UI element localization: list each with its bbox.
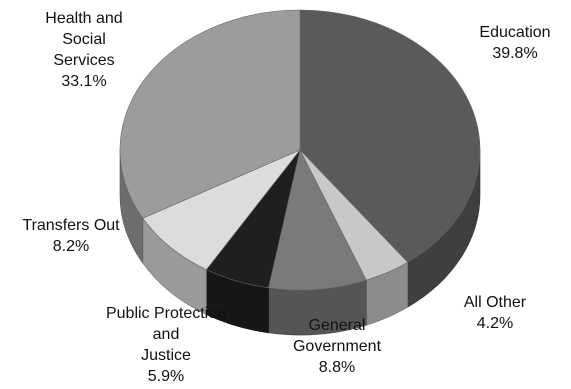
category-label-public-protection-and-justice: Public Protection — [106, 305, 226, 322]
label-public-protection-and-justice: Public Protection and Justice 5.9% — [106, 305, 226, 385]
slice-education — [299, 9, 481, 263]
category-label-health-and-social-services: Social — [62, 31, 106, 48]
data-label-education: 39.8% — [492, 45, 537, 62]
slice-transfers-out — [142, 149, 301, 270]
pie-side-walls — [119, 149, 481, 336]
category-label-public-protection-and-justice: Justice — [141, 347, 191, 364]
label-education: Education 39.8% — [479, 24, 550, 62]
pie-top-faces — [119, 9, 481, 291]
slice-health-and-social-services — [119, 9, 301, 219]
label-general-government: General Government 8.8% — [293, 317, 382, 376]
category-label-health-and-social-services: Services — [53, 52, 114, 69]
label-all-other: All Other 4.2% — [464, 294, 527, 332]
category-label-general-government: General — [309, 317, 366, 334]
data-label-transfers-out: 8.2% — [53, 238, 89, 255]
slice-general-government — [268, 149, 367, 291]
label-transfers-out: Transfers Out 8.2% — [22, 217, 120, 255]
pie-labels: Education 39.8% All Other 4.2% General Govern… — [22, 10, 550, 385]
category-label-all-other: All Other — [464, 294, 527, 311]
category-label-health-and-social-services: Health and — [45, 10, 122, 27]
data-label-public-protection-and-justice: 5.9% — [148, 368, 184, 385]
data-label-general-government: 8.8% — [319, 359, 355, 376]
label-health-and-social-services: Health and Social Services 33.1% — [45, 10, 122, 90]
data-label-all-other: 4.2% — [477, 315, 513, 332]
data-label-health-and-social-services: 33.1% — [61, 73, 106, 90]
category-label-public-protection-and-justice: and — [153, 326, 180, 343]
category-label-transfers-out: Transfers Out — [22, 217, 120, 234]
category-label-general-government: Government — [293, 338, 382, 355]
category-label-education: Education — [479, 24, 550, 41]
